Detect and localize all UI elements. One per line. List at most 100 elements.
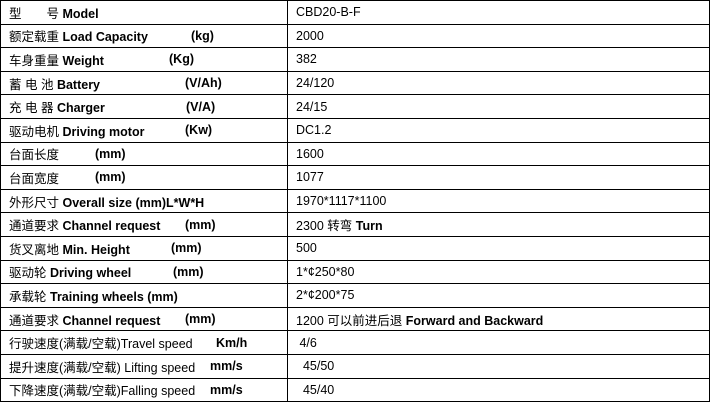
value-text: CBD20-B-F xyxy=(296,5,361,20)
label-cn: 提升速度(满载/空载) Lifting speed xyxy=(9,360,196,375)
label-en: Model xyxy=(62,6,99,21)
label-en: Weight xyxy=(62,53,104,68)
label-cn: 通道要求 xyxy=(9,313,63,328)
value-text: 24/120 xyxy=(296,76,335,91)
label-cn: 行驶速度(满载/空载)Travel speed xyxy=(9,337,193,352)
spec-label: 行驶速度(满载/空载)Travel speed Km/h xyxy=(0,330,288,355)
label-cn: 下降速度(满载/空载)Falling speed xyxy=(9,384,196,399)
spec-label: 台面长度 (mm) xyxy=(0,141,288,167)
spec-label: 货叉离地 Min. Height (mm) xyxy=(0,235,288,261)
value-text: 2*¢200*75 xyxy=(296,288,355,303)
spec-label: 通道要求 Channel request (mm) xyxy=(0,306,288,332)
spec-value: 2*¢200*75 xyxy=(287,283,710,308)
spec-value: 1*¢250*80 xyxy=(287,259,710,285)
value-text: DC1.2 xyxy=(296,123,332,138)
table-row: 通道要求 Channel request (mm) 1200 可以前进后退 Forw… xyxy=(0,306,710,332)
value-text: 45/40 xyxy=(296,382,335,397)
spec-value: 45/40 xyxy=(287,377,710,402)
table-row: 充 电 器 Charger (V/A) 24/15 xyxy=(0,94,710,119)
table-row: 驱动轮 Driving wheel (mm) 1*¢250*80 xyxy=(0,259,710,285)
value-text: 1600 xyxy=(296,146,324,161)
table-row: 行驶速度(满载/空载)Travel speed Km/h 4/6 xyxy=(0,330,710,355)
spec-label: 型 号 Model xyxy=(0,0,288,25)
label-cn: 台面长度 xyxy=(9,148,60,163)
spec-label: 蓄 电 池 Battery (V/Ah) xyxy=(0,70,288,96)
label-unit: (mm) xyxy=(95,146,126,161)
label-en: Battery xyxy=(56,77,101,92)
spec-label: 额定载重 Load Capacity (kg) xyxy=(0,23,288,49)
table-row: 货叉离地 Min. Height (mm) 500 xyxy=(0,235,710,261)
label-cn: 额定载重 xyxy=(9,30,63,45)
value-bold: Turn xyxy=(355,219,383,234)
spec-label: 驱动轮 Driving wheel (mm) xyxy=(0,259,288,285)
label-cn: 驱动电机 xyxy=(9,124,60,139)
value-bold: Forward and Backward xyxy=(405,313,544,328)
table-row: 台面宽度 (mm) 1077 xyxy=(0,165,710,190)
label-unit: (mm) xyxy=(185,312,216,327)
label-en: Charger xyxy=(56,101,105,116)
value-text: 2300 转弯 xyxy=(296,219,356,234)
label-unit: Km/h xyxy=(216,335,248,350)
label-en: Driving motor xyxy=(62,124,145,139)
label-cn: 外形尺寸 xyxy=(9,195,60,210)
spec-label: 提升速度(满载/空载) Lifting speed mm/s xyxy=(0,353,288,379)
label-unit: mm/s xyxy=(210,359,243,374)
spec-label: 通道要求 Channel request (mm) xyxy=(0,212,288,237)
label-en: Training wheels (mm) xyxy=(50,289,178,304)
table-row: 通道要求 Channel request (mm) 2300 转弯 Turn xyxy=(0,212,710,237)
label-en: Driving wheel xyxy=(49,266,132,281)
label-cn: 货叉离地 xyxy=(9,242,60,257)
spec-value: 1970*1117*1100 xyxy=(287,188,710,214)
label-cn: 车身重量 xyxy=(9,53,60,68)
spec-value: 1600 xyxy=(287,141,710,167)
spec-value: 382 xyxy=(287,47,710,72)
label-unit: (mm) xyxy=(185,217,216,232)
spec-label: 台面宽度 (mm) xyxy=(0,165,288,190)
spec-label: 承载轮 Training wheels (mm) xyxy=(0,283,288,308)
spec-value: 1077 xyxy=(287,165,710,190)
value-text: 500 xyxy=(296,241,317,256)
table-row: 台面长度 (mm) 1600 xyxy=(0,141,710,167)
value-text: 45/50 xyxy=(296,359,335,374)
label-cn: 充 电 器 xyxy=(9,101,54,116)
label-en: Load Capacity xyxy=(62,30,148,45)
label-cn: 型 号 xyxy=(9,6,60,21)
label-cn: 通道要求 xyxy=(9,219,63,234)
label-unit: (mm) xyxy=(173,264,204,279)
label-unit: (mm) xyxy=(95,170,126,185)
value-text: 1200 可以前进后退 xyxy=(296,313,406,328)
table-row: 承载轮 Training wheels (mm) 2*¢200*75 xyxy=(0,283,710,308)
spec-value: CBD20-B-F xyxy=(287,0,710,25)
table-row: 驱动电机 Driving motor (Kw) DC1.2 xyxy=(0,117,710,143)
table-row: 车身重量 Weight (Kg) 382 xyxy=(0,47,710,72)
spec-value: 2000 xyxy=(287,23,710,49)
value-text: 2000 xyxy=(296,28,324,43)
label-en: Channel request xyxy=(62,313,161,328)
label-unit: mm/s xyxy=(210,382,243,397)
label-unit: (mm) xyxy=(171,241,202,256)
spec-label: 充 电 器 Charger (V/A) xyxy=(0,94,288,119)
spec-value: 24/120 xyxy=(287,70,710,96)
label-unit: (V/A) xyxy=(186,99,216,114)
table-row: 外形尺寸 Overall size (mm)L*W*H 1970*1117*110… xyxy=(0,188,710,214)
spec-label: 驱动电机 Driving motor (Kw) xyxy=(0,117,288,143)
spec-label: 下降速度(满载/空载)Falling speed mm/s xyxy=(0,377,288,402)
table-row: 下降速度(满载/空载)Falling speed mm/s 45/40 xyxy=(0,377,710,402)
table-row: 提升速度(满载/空载) Lifting speed mm/s 45/50 xyxy=(0,353,710,379)
label-cn: 蓄 电 池 xyxy=(9,77,54,92)
label-unit: (Kg) xyxy=(169,52,194,67)
label-en: Overall size (mm)L*W*H xyxy=(62,195,205,210)
label-en: Channel request xyxy=(62,219,161,234)
spec-label: 车身重量 Weight (Kg) xyxy=(0,47,288,72)
table-row: 额定载重 Load Capacity (kg) 2000 xyxy=(0,23,710,49)
table-row: 蓄 电 池 Battery (V/Ah) 24/120 xyxy=(0,70,710,96)
spec-value: 24/15 xyxy=(287,94,710,119)
label-cn: 承载轮 xyxy=(9,289,47,304)
label-unit: (kg) xyxy=(191,28,214,43)
value-text: 4/6 xyxy=(296,335,317,350)
spec-value: 500 xyxy=(287,235,710,261)
spec-value: DC1.2 xyxy=(287,117,710,143)
spec-value: 2300 转弯 Turn xyxy=(287,212,710,237)
table-row: 型 号 Model CBD20-B-F xyxy=(0,0,710,25)
label-unit: (V/Ah) xyxy=(185,76,222,91)
